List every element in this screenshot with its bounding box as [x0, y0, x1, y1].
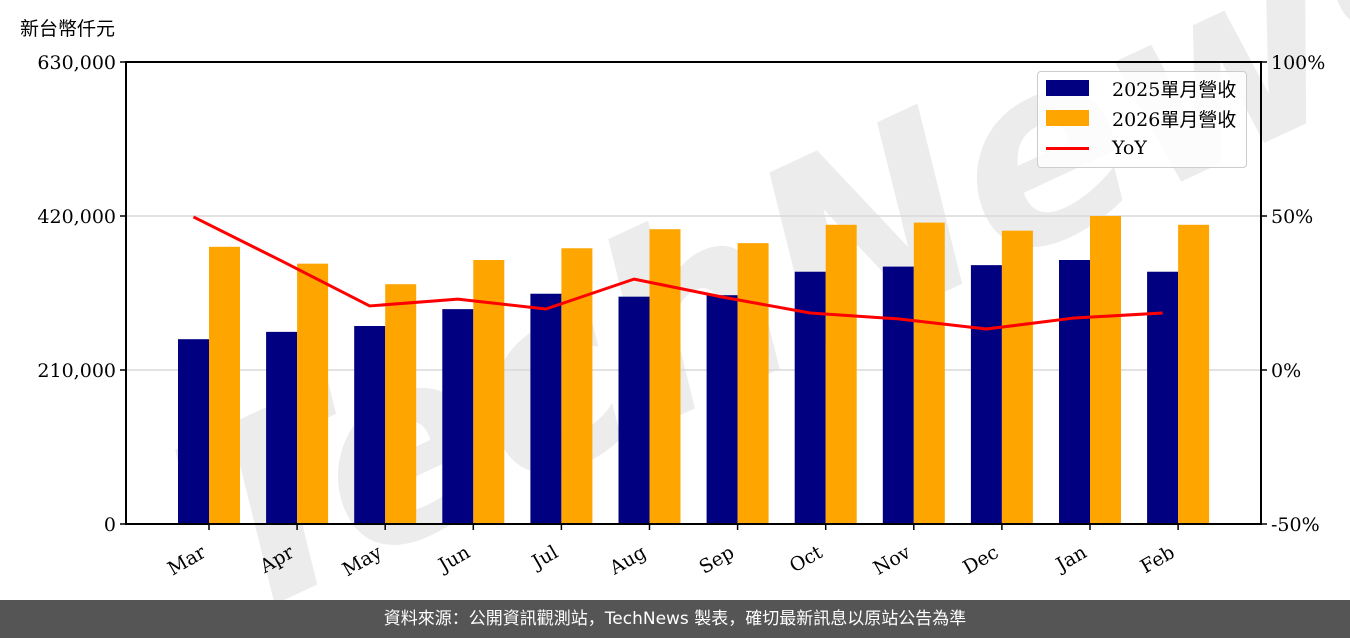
- bar-2026-jan: [1090, 216, 1121, 524]
- bar-2026-jun: [473, 260, 505, 524]
- x-tick-label: Dec: [959, 541, 1002, 579]
- legend-swatch-yoy: [1046, 146, 1089, 150]
- x-tick-label: Nov: [870, 541, 915, 580]
- bar-2026-sep: [737, 243, 769, 524]
- bar-2025-may: [354, 326, 386, 524]
- bar-2025-apr: [266, 331, 298, 524]
- x-tick-label: Feb: [1137, 541, 1179, 578]
- svg-text:630,000: 630,000: [37, 52, 116, 74]
- svg-text:50%: 50%: [1271, 206, 1313, 228]
- legend-label-yoy: YoY: [1112, 137, 1147, 159]
- svg-text:-50%: -50%: [1271, 514, 1320, 536]
- svg-text:0: 0: [104, 514, 116, 536]
- bar-2026-apr: [297, 263, 329, 524]
- bar-2025-jul: [530, 293, 562, 524]
- bar-2025-sep: [706, 295, 738, 524]
- legend-item-2026: 2026單月營收: [1046, 106, 1237, 131]
- legend: 2025單月營收 2026單月營收 YoY: [1037, 71, 1247, 168]
- y-axis-unit-label: 新台幣仟元: [20, 18, 116, 40]
- bar-2025-feb: [1147, 271, 1179, 524]
- bar-2026-may: [385, 284, 417, 524]
- x-tick-label: Jan: [1051, 541, 1091, 577]
- svg-text:210,000: 210,000: [37, 360, 116, 382]
- bar-2025-mar: [178, 339, 209, 524]
- bar-line-chart: TechNews 0210,000420,000630,000-50%0%50%…: [37, 0, 1350, 600]
- bars: [178, 216, 1210, 525]
- svg-text:420,000: 420,000: [37, 206, 116, 228]
- x-tick-label: Aug: [605, 541, 650, 580]
- bar-2025-aug: [618, 296, 650, 524]
- bar-2026-dec: [1001, 230, 1033, 524]
- legend-item-2025: 2025單月營收: [1046, 76, 1237, 101]
- legend-swatch-2025: [1046, 80, 1089, 96]
- legend-swatch-2026: [1046, 110, 1089, 126]
- bar-2025-nov: [882, 266, 914, 524]
- legend-label-2026: 2026單月營收: [1112, 108, 1237, 131]
- x-tick-label: Sep: [696, 541, 739, 578]
- bar-2026-nov: [913, 222, 945, 524]
- svg-text:0%: 0%: [1271, 360, 1301, 382]
- bar-2025-jun: [442, 309, 474, 524]
- bar-2025-jan: [1059, 260, 1090, 524]
- bar-2026-jul: [561, 248, 593, 524]
- yoy-line: [192, 215, 1163, 331]
- bar-2026-aug: [649, 229, 681, 524]
- legend-item-yoy: YoY: [1046, 136, 1147, 160]
- source-footer: 資料來源：公開資訊觀測站，TechNews 製表，確切最新訊息以原站公告為準: [0, 600, 1350, 638]
- bar-2026-feb: [1178, 224, 1210, 525]
- bar-2026-oct: [825, 224, 857, 525]
- x-tick-label: Oct: [786, 541, 827, 577]
- bar-2026-mar: [209, 246, 240, 525]
- bar-2025-dec: [970, 265, 1002, 524]
- svg-text:100%: 100%: [1271, 52, 1325, 74]
- legend-label-2025: 2025單月營收: [1112, 78, 1237, 101]
